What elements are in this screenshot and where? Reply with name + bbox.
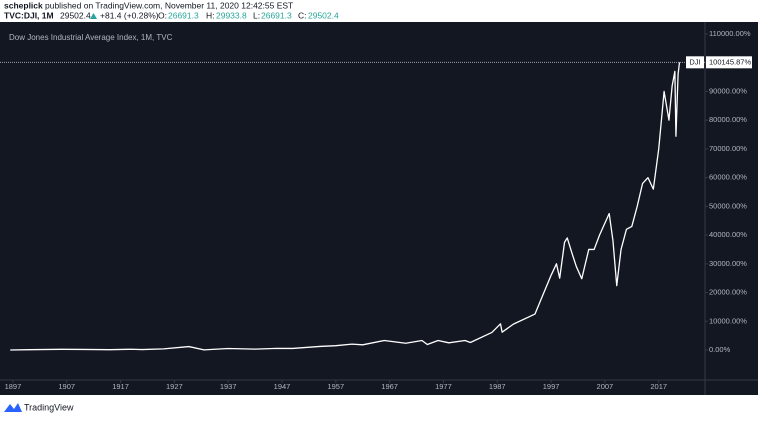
y-tick-label: 110000.00% bbox=[709, 29, 751, 38]
y-tick-label: 50000.00% bbox=[709, 201, 747, 210]
chart-title: Dow Jones Industrial Average Index, 1M, … bbox=[9, 33, 173, 42]
x-tick-label: 2007 bbox=[597, 382, 614, 391]
price: 29502.4 bbox=[60, 10, 91, 20]
x-tick-label: 1897 bbox=[5, 382, 22, 391]
x-tick-label: 1977 bbox=[435, 382, 452, 391]
header-bar bbox=[0, 0, 758, 22]
x-tick-label: 1987 bbox=[489, 382, 506, 391]
high-label: H: bbox=[206, 10, 215, 20]
series-tag bbox=[686, 56, 704, 69]
x-tick-label: 1927 bbox=[166, 382, 183, 391]
footer-bar bbox=[0, 395, 758, 419]
price-line bbox=[10, 62, 681, 351]
x-tick-label: 2017 bbox=[650, 382, 667, 391]
close: 29502.4 bbox=[308, 10, 339, 20]
y-tick-label: 60000.00% bbox=[709, 173, 747, 182]
x-tick-label: 1957 bbox=[327, 382, 344, 391]
close-label: C: bbox=[298, 10, 307, 20]
x-tick-label: 1907 bbox=[58, 382, 75, 391]
y-tick-label: 30000.00% bbox=[709, 259, 747, 268]
x-tick-label: 1967 bbox=[381, 382, 398, 391]
series-name: DJI bbox=[689, 57, 700, 66]
y-tick-label: 90000.00% bbox=[709, 86, 747, 95]
low: 26691.3 bbox=[261, 10, 292, 20]
y-tick-label: 70000.00% bbox=[709, 144, 747, 153]
last-value-label: 100145.87% bbox=[709, 57, 751, 66]
x-tick-label: 1917 bbox=[112, 382, 129, 391]
up-arrow bbox=[90, 13, 97, 19]
y-tick-label: 0.00% bbox=[709, 345, 731, 354]
plot: 0.00% 10000.00% 20000.00% 30000.00% 40000.00… bbox=[0, 29, 752, 391]
y-tick-label: 20000.00% bbox=[709, 288, 747, 297]
change: +81.4 (+0.28%) bbox=[100, 10, 159, 20]
high: 29933.8 bbox=[216, 10, 247, 20]
low-label: L: bbox=[253, 10, 260, 20]
x-tick-label: 1947 bbox=[274, 382, 291, 391]
published: published on TradingView.com, November 1… bbox=[45, 0, 293, 10]
x-tick-label: 1997 bbox=[543, 382, 560, 391]
x-tick-label: 1937 bbox=[220, 382, 237, 391]
y-tick-label: 80000.00% bbox=[709, 115, 747, 124]
chart-bg bbox=[0, 22, 758, 395]
symbol: TVC:DJI, 1M bbox=[4, 10, 54, 20]
author: scheplick bbox=[4, 0, 43, 10]
y-tick-label: 40000.00% bbox=[709, 230, 747, 239]
open: 26691.3 bbox=[168, 10, 199, 20]
open-label: O: bbox=[158, 10, 167, 20]
logo-icon bbox=[4, 403, 22, 412]
last-value-tag bbox=[706, 56, 752, 69]
brand: TradingView bbox=[24, 402, 74, 412]
y-tick-label: 10000.00% bbox=[709, 316, 747, 325]
